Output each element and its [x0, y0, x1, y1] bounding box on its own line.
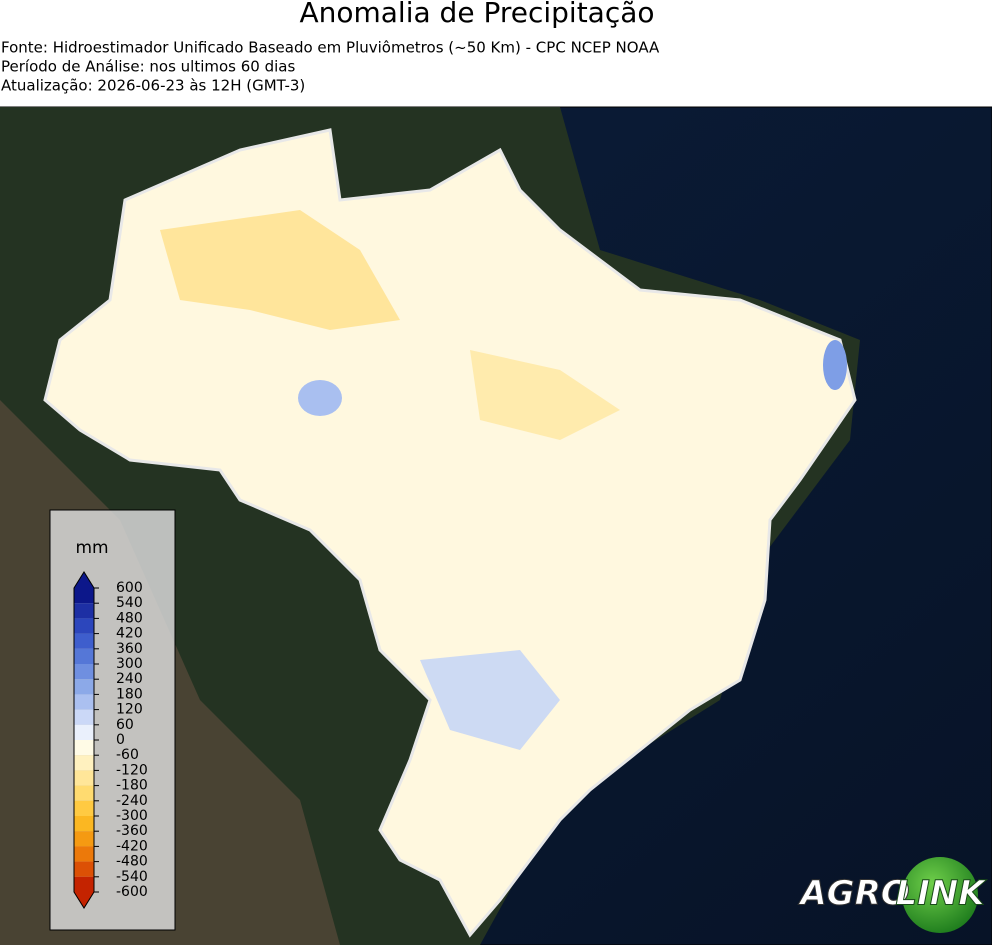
colorbar-tick-label: 420 — [116, 626, 143, 642]
colorbar-band — [74, 664, 94, 680]
colorbar-band — [74, 785, 94, 801]
title: Anomalia de Precipitação — [299, 0, 654, 29]
dry-anomaly — [160, 210, 400, 330]
colorbar-tick-label: 240 — [116, 671, 143, 687]
colorbar-tick-label: 120 — [116, 702, 143, 718]
colorbar-band — [74, 618, 94, 634]
dry-anomaly — [470, 350, 620, 440]
logo-text: LINK — [895, 874, 987, 914]
colorbar-tick-label: -420 — [116, 838, 148, 854]
colorbar-band — [74, 603, 94, 619]
colorbar-band — [74, 755, 94, 771]
colorbar-band — [74, 846, 94, 862]
colorbar-band — [74, 588, 94, 604]
colorbar-tick-label: 360 — [116, 641, 143, 657]
colorbar-arrow — [74, 892, 94, 908]
wet-anomaly — [298, 380, 342, 416]
colorbar-tick-label: 60 — [116, 717, 134, 733]
subtitle-line: Fonte: Hidroestimador Unificado Baseado … — [1, 39, 660, 57]
brazil — [43, 128, 857, 938]
colorbar: mm 600540480420360300240180120600-60-120… — [49, 509, 176, 931]
colorbar-tick-label: -180 — [116, 778, 148, 794]
colorbar-arrow — [74, 572, 94, 588]
logo-text: AGRO — [797, 874, 909, 914]
colorbar-tick-label: -360 — [116, 823, 148, 839]
colorbar-band — [74, 648, 94, 664]
colorbar-band — [74, 633, 94, 649]
colorbar-band — [74, 816, 94, 832]
wet-anomaly — [823, 340, 847, 390]
colorbar-band — [74, 770, 94, 786]
colorbar-band — [74, 709, 94, 725]
wet-anomaly — [420, 650, 560, 750]
colorbar-tick-label: 600 — [116, 580, 143, 596]
colorbar-tick-label: -240 — [116, 793, 148, 809]
colorbar-tick-label: 540 — [116, 595, 143, 611]
colorbar-band — [74, 694, 94, 710]
colorbar-tick-label: -60 — [116, 747, 139, 763]
colorbar-tick-label: 300 — [116, 656, 143, 672]
colorbar-tick-label: 0 — [116, 732, 125, 748]
colorbar-band — [74, 740, 94, 756]
colorbar-band — [74, 800, 94, 816]
subtitle-line: Atualização: 2026-06-23 às 12H (GMT-3) — [1, 77, 305, 95]
colorbar-tick-label: 480 — [116, 610, 143, 626]
colorbar-tick-label: -480 — [116, 854, 148, 870]
colorbar-band — [74, 724, 94, 740]
colorbar-unit: mm — [75, 538, 108, 558]
subtitle-line: Período de Análise: nos ultimos 60 dias — [1, 58, 295, 76]
colorbar-tick-label: -540 — [116, 869, 148, 885]
colorbar-band — [74, 831, 94, 847]
logo-ball — [902, 857, 978, 933]
logo: AGRO LINK — [797, 857, 988, 933]
colorbar-tick-label: -120 — [116, 762, 148, 778]
colorbar-band — [74, 861, 94, 877]
colorbar-tick-label: -600 — [116, 884, 148, 900]
colorbar-tick-label: 180 — [116, 686, 143, 702]
colorbar-box — [49, 509, 176, 931]
colorbar-tick-label: -300 — [116, 808, 148, 824]
colorbar-band — [74, 876, 94, 892]
colorbar-band — [74, 679, 94, 695]
